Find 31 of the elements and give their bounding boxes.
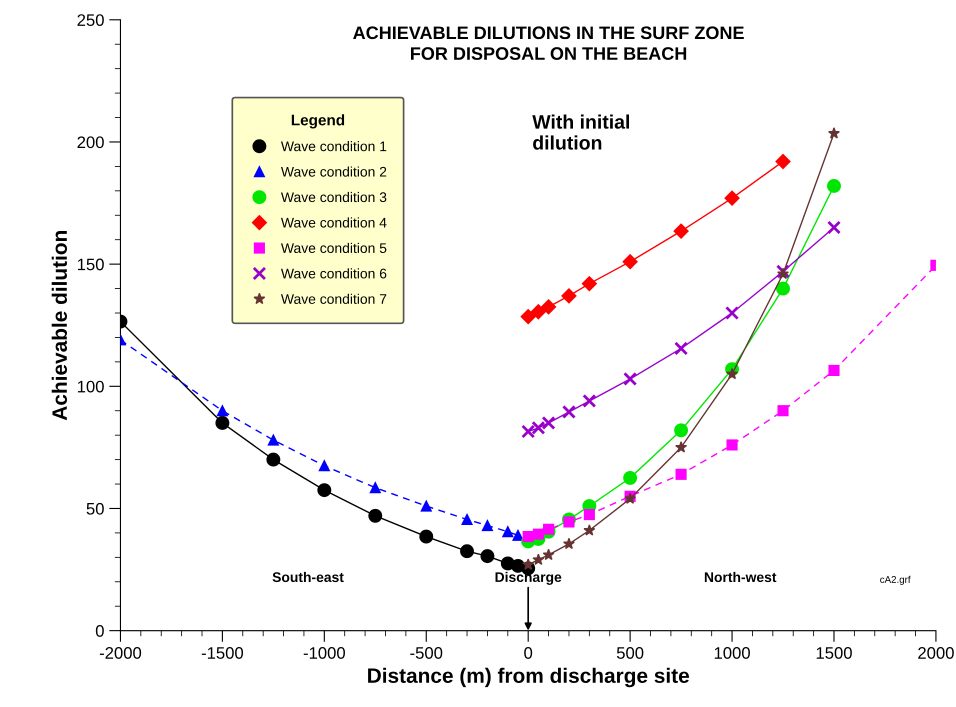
x-axis-title: Distance (m) from discharge site [368,668,689,688]
legend-label: Wave condition 6 [280,268,386,278]
legend-label: Wave condition 3 [280,192,386,202]
legend-label: Wave condition 1 [280,141,386,152]
annotation: cA2.grf [880,576,911,585]
y-tick-label: 250 [78,14,104,26]
x-tick-label: 2000 [918,647,954,659]
text: ACHIEVABLE DILUTIONS IN THE SURF ZONE FOR DISPOSAL ON THE BEACH [353,26,744,60]
x-tick-label: 1000 [714,647,750,659]
legend-label: Wave condition 7 [280,294,386,304]
x-tick-label: -1000 [304,647,345,659]
x-tick-label: -2000 [100,647,142,659]
annotation: South-east [272,572,344,582]
annotation: Discharge [496,572,562,585]
legend-title: Legend [292,114,344,129]
y-tick-label: 50 [86,502,104,515]
legend-label: Wave condition 5 [280,242,386,254]
y-axis-title: Achievable dilution [52,231,68,420]
legend-label: Wave condition 2 [280,166,386,177]
y-tick-label: 100 [78,380,104,393]
y-tick-label: 0 [96,625,104,637]
y-tick-label: 150 [78,258,104,270]
legend-label: Wave condition 4 [280,217,387,228]
x-tick-label: -1500 [202,647,244,659]
annotation: North-west [704,572,776,582]
y-tick-label: 200 [78,136,104,148]
x-tick-label: -500 [410,647,442,659]
text: With initial dilution [532,114,630,150]
x-tick-label: 0 [524,647,532,659]
x-tick-label: 1500 [816,647,852,659]
x-tick-label: 500 [616,647,644,659]
